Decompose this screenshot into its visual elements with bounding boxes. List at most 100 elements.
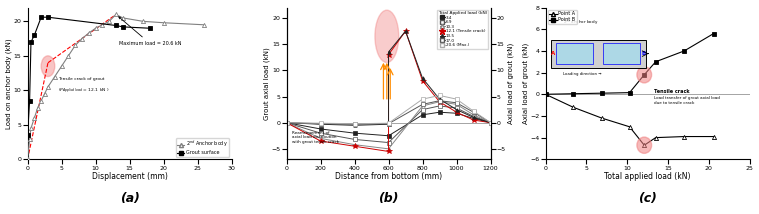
Point A (625, 125, 634, 128)
Line: 6.9: 6.9 (285, 104, 493, 144)
Grout surface (23, 134, 32, 137)
Grout surface (43, 16, 52, 18)
6.9 (435, 105, 444, 107)
Grout surface (112, 24, 121, 27)
17.0 (486, 121, 495, 124)
Point B (679, 50, 688, 52)
Text: Tensile crack: Tensile crack (654, 89, 690, 94)
Text: (a): (a) (120, 192, 140, 205)
20.6 (Max.) (418, 98, 427, 100)
6.9 (384, 141, 393, 144)
17.0 (435, 100, 444, 102)
12.1 (Tensile crack) (452, 111, 461, 113)
12.1 (Tensile crack) (469, 119, 478, 121)
2$^{nd}$ Anchor body (91, 27, 100, 30)
Text: (c): (c) (638, 192, 657, 205)
Line: 17.0: 17.0 (285, 99, 493, 126)
3.4 (282, 121, 291, 124)
2$^{nd}$ Anchor body (40, 92, 49, 95)
13.5 (384, 123, 393, 126)
17.0 (469, 111, 478, 113)
3.4 (350, 132, 359, 134)
12.1 (Tensile crack) (384, 53, 393, 56)
Line: 13.5: 13.5 (285, 29, 493, 127)
2$^{nd}$ Anchor body (64, 55, 73, 57)
Text: Maximum load = 20.6 kN: Maximum load = 20.6 kN (119, 17, 182, 46)
17.0 (282, 121, 291, 124)
12.1 (Tensile crack) (418, 80, 427, 82)
Legend: 3.4, 6.9, 10.3, 12.1 (Tensile crack), 13.5, 17.0, 20.6 (Max.): 3.4, 6.9, 10.3, 12.1 (Tensile crack), 13… (436, 10, 489, 49)
10.3 (316, 137, 325, 140)
Point A (597, 117, 606, 119)
Grout surface (146, 27, 155, 30)
20.6 (Max.) (435, 94, 444, 97)
Y-axis label: Grout axial load (kN): Grout axial load (kN) (263, 47, 269, 120)
Point B (709, 32, 718, 35)
17.0 (452, 101, 461, 104)
2$^{nd}$ Anchor body (23, 158, 32, 160)
13.5 (282, 121, 291, 124)
Grout surface (27, 41, 36, 43)
2$^{nd}$ Anchor body (139, 20, 148, 23)
Text: ($P_{Applied\ load}$ = 12.1 kN ): ($P_{Applied\ load}$ = 12.1 kN ) (58, 86, 110, 95)
2$^{nd}$ Anchor body (112, 13, 121, 16)
2$^{nd}$ Anchor body (50, 75, 59, 78)
6.9 (452, 107, 461, 109)
Line: Point B: Point B (543, 31, 716, 96)
Line: Point A: Point A (543, 92, 716, 147)
17.0 (316, 122, 325, 125)
3.4 (435, 111, 444, 113)
Text: Rearrangement of
axial load distribution
with grout tensik crack: Rearrangement of axial load distribution… (291, 131, 339, 144)
3.4 (452, 112, 461, 114)
Point A (568, 106, 578, 108)
13.5 (486, 121, 495, 124)
Ellipse shape (41, 56, 55, 77)
Point B (541, 93, 550, 96)
12.1 (Tensile crack) (435, 100, 444, 103)
2$^{nd}$ Anchor body (33, 106, 43, 109)
2$^{nd}$ Anchor body (98, 24, 107, 26)
X-axis label: Distance from bottom (mm): Distance from bottom (mm) (335, 172, 442, 181)
Text: Load transfer of grout axial load
due to tensile crack: Load transfer of grout axial load due to… (654, 97, 720, 105)
13.5 (401, 30, 410, 32)
Point A (709, 135, 718, 138)
12.1 (Tensile crack) (350, 145, 359, 147)
2$^{nd}$ Anchor body (118, 17, 128, 19)
Line: 10.3: 10.3 (285, 100, 493, 151)
2$^{nd}$ Anchor body (159, 21, 168, 24)
Point A (541, 93, 550, 96)
20.6 (Max.) (469, 110, 478, 112)
Ellipse shape (637, 67, 651, 83)
X-axis label: Displacement (mm): Displacement (mm) (92, 172, 168, 181)
10.3 (418, 105, 427, 107)
13.5 (452, 108, 461, 111)
20.6 (Max.) (384, 122, 393, 125)
3.4 (418, 114, 427, 116)
Grout surface (25, 99, 34, 102)
20.6 (Max.) (282, 121, 291, 124)
Y-axis label: Load on anchor body (kN): Load on anchor body (kN) (5, 38, 12, 129)
2$^{nd}$ Anchor body (105, 20, 114, 23)
Line: Grout surface: Grout surface (26, 15, 152, 137)
2$^{nd}$ Anchor body (25, 137, 34, 140)
13.5 (435, 98, 444, 100)
10.3 (384, 148, 393, 150)
Y-axis label: Axial load of grout (kN): Axial load of grout (kN) (522, 43, 528, 124)
12.1 (Tensile crack) (401, 30, 410, 32)
2$^{nd}$ Anchor body (36, 99, 46, 102)
13.5 (316, 123, 325, 126)
17.0 (350, 123, 359, 126)
13.5 (418, 77, 427, 79)
10.3 (486, 121, 495, 124)
Point A (640, 144, 649, 147)
12.1 (Tensile crack) (486, 121, 495, 124)
Point B (625, 91, 634, 94)
6.9 (282, 121, 291, 124)
17.0 (418, 103, 427, 106)
Line: 12.1 (Tensile crack): 12.1 (Tensile crack) (284, 28, 493, 154)
10.3 (435, 100, 444, 103)
Point B (640, 73, 649, 76)
2$^{nd}$ Anchor body (30, 117, 39, 119)
12.1 (Tensile crack) (282, 121, 291, 124)
10.3 (469, 114, 478, 116)
